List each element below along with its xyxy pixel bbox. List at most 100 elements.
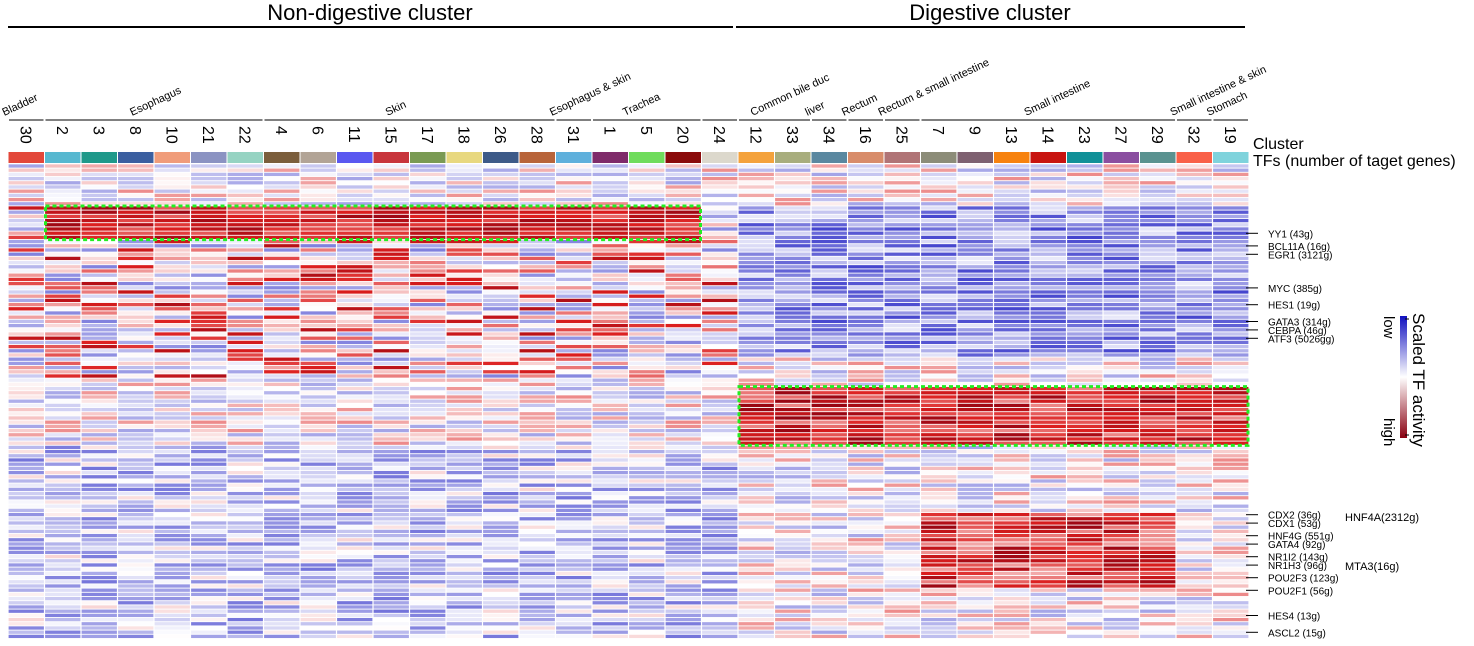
heatmap-cell (45, 248, 81, 252)
heatmap-cell (775, 244, 811, 248)
heatmap-cell (81, 508, 117, 513)
heatmap-cell (154, 202, 190, 206)
heatmap-cell (994, 328, 1030, 332)
heatmap-cell (410, 378, 446, 382)
heatmap-cell (8, 311, 44, 315)
heatmap-cell (1176, 479, 1212, 483)
heatmap-cell (1067, 294, 1103, 298)
heatmap-cell (702, 193, 738, 198)
heatmap-cell (702, 298, 738, 303)
heatmap-cell (191, 365, 227, 370)
heatmap-cell (45, 202, 81, 206)
heatmap-cell (994, 525, 1030, 529)
heatmap-cell (154, 294, 190, 298)
heatmap-cell (556, 189, 592, 193)
heatmap-cell (1176, 218, 1212, 223)
heatmap-cell (884, 319, 920, 324)
cluster-color-11 (337, 152, 373, 163)
heatmap-cell (921, 323, 957, 328)
heatmap-cell (1067, 487, 1103, 492)
heatmap-cell (629, 172, 665, 177)
heatmap-cell (337, 260, 373, 265)
heatmap-cell (848, 311, 884, 315)
heatmap-cell (1030, 168, 1066, 172)
heatmap-cell (410, 428, 446, 433)
heatmap-cell (592, 315, 628, 319)
heatmap-cell (848, 525, 884, 529)
heatmap-cell (154, 538, 190, 542)
heatmap-cell (300, 265, 336, 269)
heatmap-cell (264, 206, 300, 210)
cluster-row-label: Cluster (1253, 136, 1304, 153)
heatmap-cell (373, 517, 409, 521)
heatmap-cell (665, 223, 701, 227)
heatmap-cell (373, 433, 409, 437)
heatmap-cell (1030, 416, 1066, 420)
heatmap-cell (337, 596, 373, 601)
heatmap-cell (884, 546, 920, 550)
heatmap-cell (410, 617, 446, 622)
heatmap-cell (410, 571, 446, 576)
heatmap-cell (373, 454, 409, 458)
heatmap-cell (994, 622, 1030, 626)
heatmap-cell (738, 445, 774, 450)
heatmap-cell (1176, 168, 1212, 172)
heatmap-cell (921, 227, 957, 231)
heatmap-cell (483, 218, 519, 223)
heatmap-cell (1067, 189, 1103, 193)
heatmap-cell (446, 181, 482, 185)
heatmap-cell (300, 609, 336, 613)
heatmap-cell (519, 542, 555, 546)
cluster-id-label: 25 (892, 126, 909, 144)
heatmap-cell (738, 382, 774, 387)
heatmap-cell (264, 580, 300, 584)
heatmap-cell (1103, 244, 1139, 248)
heatmap-cell (118, 269, 154, 273)
heatmap-cell (410, 206, 446, 210)
heatmap-cell (227, 617, 263, 622)
heatmap-cell (483, 437, 519, 441)
heatmap-cell (957, 181, 993, 185)
heatmap-cell (118, 449, 154, 454)
heatmap-cell (884, 302, 920, 307)
heatmap-cell (410, 403, 446, 408)
heatmap-cell (446, 269, 482, 273)
heatmap-cell (957, 420, 993, 424)
cluster-id-label: 14 (1038, 126, 1055, 144)
heatmap-cell (738, 193, 774, 198)
heatmap-cell (556, 546, 592, 550)
heatmap-cell (264, 239, 300, 244)
heatmap-cell (811, 223, 847, 227)
heatmap-cell (118, 525, 154, 529)
heatmap-cell (191, 563, 227, 567)
heatmap-cell (592, 365, 628, 370)
heatmap-cell (264, 235, 300, 240)
heatmap-cell (592, 533, 628, 538)
heatmap-cell (45, 424, 81, 429)
heatmap-cell (300, 269, 336, 273)
heatmap-cell (81, 584, 117, 588)
heatmap-cell (410, 487, 446, 492)
heatmap-cell (519, 206, 555, 210)
heatmap-cell (884, 168, 920, 172)
heatmap-cell (702, 273, 738, 277)
heatmap-cell (483, 454, 519, 458)
heatmap-cell (665, 538, 701, 542)
heatmap-cell (1103, 622, 1139, 626)
heatmap-cell (629, 538, 665, 542)
heatmap-cell (1140, 378, 1176, 382)
heatmap-cell (410, 281, 446, 286)
heatmap-cell (264, 378, 300, 382)
heatmap-cell (300, 223, 336, 227)
heatmap-cell (665, 265, 701, 269)
tf-label: POU2F1 (56g) (1268, 586, 1333, 597)
heatmap-cell (1067, 554, 1103, 559)
heatmap-cell (191, 622, 227, 626)
heatmap-cell (1103, 605, 1139, 609)
heatmap-cell (373, 168, 409, 172)
heatmap-cell (994, 634, 1030, 639)
heatmap-cell (629, 504, 665, 508)
heatmap-cell (848, 487, 884, 492)
heatmap-cell (811, 483, 847, 487)
heatmap-cell (81, 386, 117, 391)
